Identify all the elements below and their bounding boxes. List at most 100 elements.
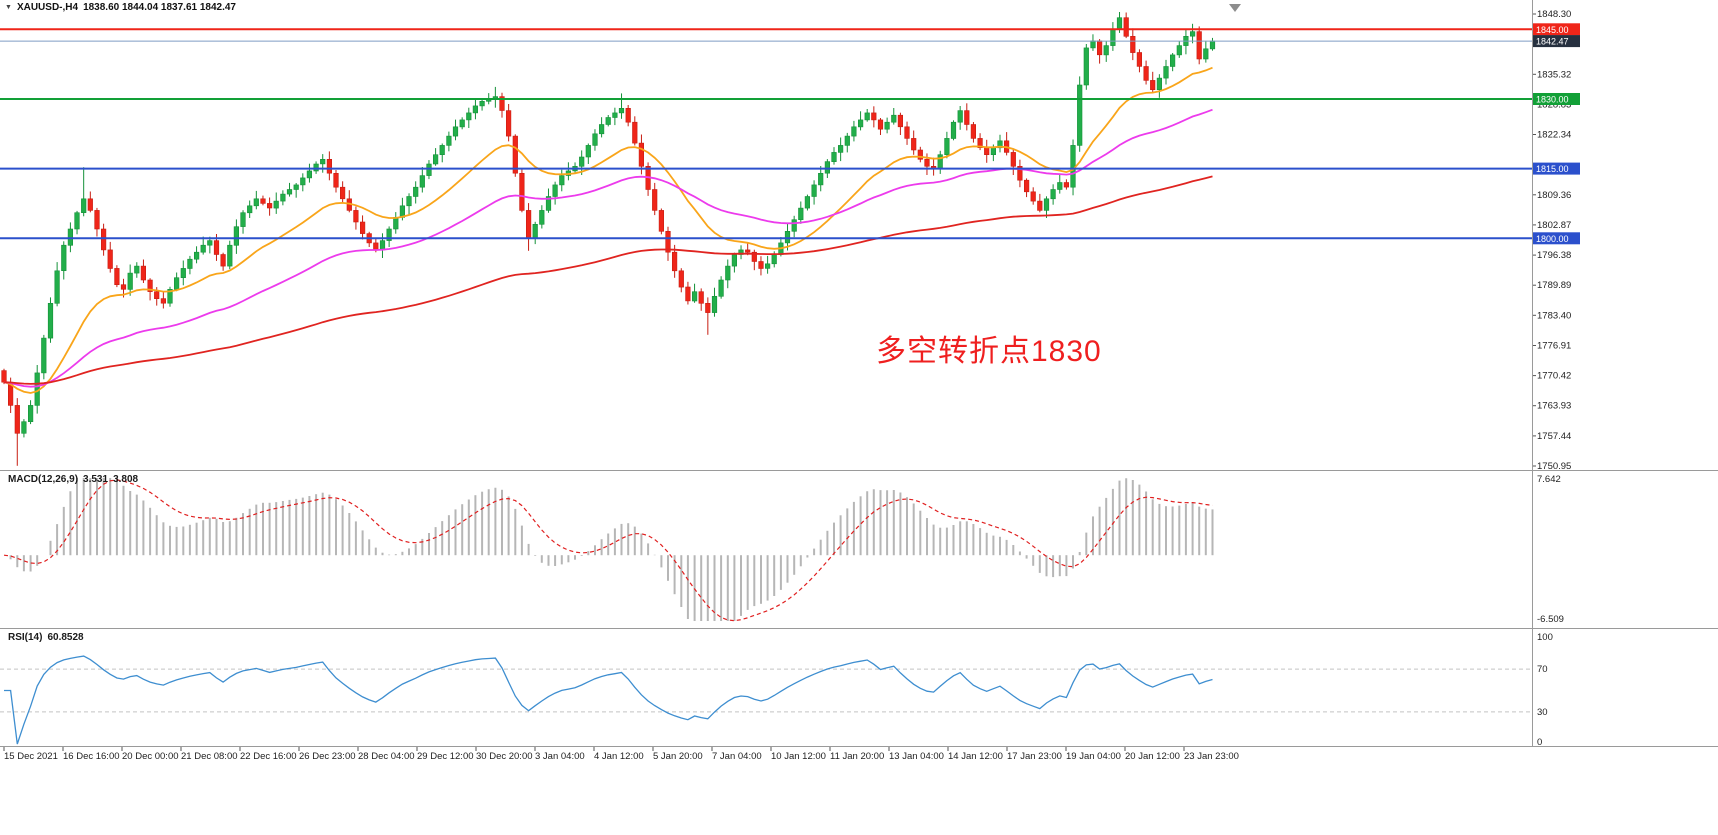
candle-body — [74, 212, 80, 230]
candle-body — [751, 251, 757, 262]
price-tick-label: 1763.93 — [1537, 401, 1571, 412]
candle-body — [359, 221, 366, 234]
candle-body — [605, 117, 611, 125]
time-tick-label: 29 Dec 12:00 — [417, 751, 474, 762]
candle-body — [147, 279, 153, 292]
candle-body — [61, 244, 67, 271]
candle-body — [174, 277, 180, 290]
rsi-line — [4, 655, 1213, 745]
macd-indicator-label: MACD(12,26,9) 3.531 3.808 — [8, 474, 138, 485]
candle-body — [512, 135, 518, 174]
candle-body — [1057, 182, 1063, 190]
chart-annotation[interactable]: 多空转折点1830 — [876, 335, 1102, 368]
candles-layer — [1, 12, 1216, 466]
price-tick-label: 1822.34 — [1537, 130, 1571, 141]
candle-body — [864, 112, 870, 121]
candle-body — [884, 121, 890, 130]
macd-axis-label: -6.509 — [1537, 614, 1564, 625]
candle-body — [804, 196, 810, 209]
price-badge-label: 1830.00 — [1536, 95, 1569, 105]
candle-body — [499, 96, 505, 111]
rsi-axis-label: 100 — [1537, 632, 1553, 643]
candle-body — [791, 219, 797, 232]
time-tick-label: 22 Dec 16:00 — [240, 751, 297, 762]
price-badge — [1533, 232, 1580, 245]
macd-label-name: MACD(12,26,9) — [8, 474, 79, 485]
price-badge — [1533, 23, 1580, 36]
time-tick-label: 21 Dec 08:00 — [181, 751, 238, 762]
candle-body — [698, 291, 704, 304]
candle-body — [1143, 66, 1149, 81]
candle-body — [313, 163, 319, 172]
candle-body — [798, 207, 804, 221]
time-tick-label: 20 Jan 12:00 — [1125, 751, 1180, 762]
rsi-axis-label: 70 — [1537, 664, 1548, 675]
candle-body — [505, 110, 512, 137]
candle-body — [406, 196, 412, 207]
candle-body — [194, 251, 200, 260]
candle-body — [745, 249, 751, 253]
candle-body — [393, 217, 399, 230]
candle-body — [1136, 52, 1142, 67]
candle-body — [300, 177, 306, 186]
candle-body — [944, 138, 950, 155]
time-tick-label: 13 Jan 04:00 — [889, 751, 944, 762]
candle-body — [67, 228, 73, 246]
price-tick-label: 1809.36 — [1537, 190, 1571, 201]
candle-body — [280, 193, 286, 202]
candle-body — [160, 298, 167, 304]
candle-body — [725, 265, 731, 281]
candle-body — [904, 126, 910, 139]
time-tick-label: 28 Dec 04:00 — [358, 751, 415, 762]
price-tick-label: 1770.42 — [1537, 371, 1571, 382]
candle-body — [525, 210, 532, 239]
candle-body — [479, 101, 485, 107]
price-badge — [1533, 162, 1580, 175]
candle-body — [233, 226, 240, 246]
candle-body — [552, 184, 558, 197]
time-tick-label: 10 Jan 12:00 — [771, 751, 826, 762]
candle-body — [333, 173, 339, 188]
candle-body — [711, 295, 718, 313]
candle-body — [459, 119, 465, 128]
price-axis: 1848.301835.321828.831822.341809.361802.… — [1532, 9, 1580, 472]
candle-body — [426, 163, 432, 176]
time-tick-label: 30 Dec 20:00 — [476, 751, 533, 762]
candle-body — [592, 133, 598, 146]
candle-body — [413, 186, 419, 197]
chart-dropdown-icon[interactable]: ▼ — [5, 3, 12, 11]
candle-body — [94, 210, 100, 230]
horizontal-levels-layer — [0, 28, 1532, 240]
candle-body — [140, 265, 147, 281]
candle-body — [665, 231, 671, 253]
candle-body — [320, 159, 326, 165]
candle-body — [1110, 28, 1116, 46]
candle-body — [612, 112, 618, 118]
candle-body — [373, 242, 379, 251]
candle-body — [685, 286, 691, 302]
candle-body — [286, 189, 293, 195]
candle-body — [1103, 45, 1109, 56]
price-badge-label: 1845.00 — [1536, 25, 1569, 35]
macd-value-signal: 3.808 — [113, 474, 139, 485]
candle-body — [14, 405, 20, 434]
chart-ohlc-values: 1838.60 1844.04 1837.61 1842.47 — [83, 2, 236, 13]
macd-axis-label: 7.642 — [1537, 474, 1561, 485]
candle-body — [127, 272, 133, 290]
time-tick-label: 19 Jan 04:00 — [1066, 751, 1121, 762]
candle-body — [598, 124, 605, 135]
candle-body — [114, 268, 120, 285]
time-axis: 15 Dec 2021 16 Dec 16:00 20 Dec 00:00 21 De… — [3, 747, 1239, 762]
candle-body — [87, 198, 93, 211]
candle-body — [718, 279, 724, 297]
candle-body — [671, 251, 678, 272]
chart-title: XAUUSD-,H4 — [16, 2, 79, 13]
candle-body — [247, 205, 253, 214]
candle-body — [911, 138, 917, 151]
candle-body — [837, 145, 844, 153]
candle-body — [937, 154, 943, 169]
candle-body — [306, 170, 313, 179]
candle-body — [678, 270, 684, 288]
